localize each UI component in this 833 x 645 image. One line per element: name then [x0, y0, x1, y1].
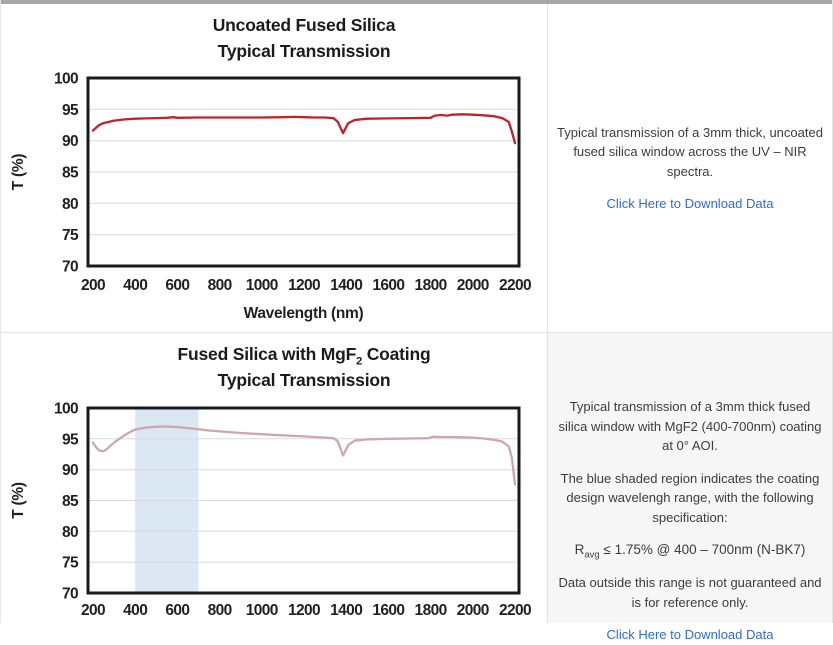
- x-tick-label: 2000: [457, 602, 489, 619]
- plot-border: [86, 406, 521, 595]
- x-tick-label: 2200: [499, 277, 531, 294]
- y-tick-label: 80: [62, 524, 78, 541]
- chart-title-line1-pre: Fused Silica with MgF: [177, 344, 357, 364]
- x-tick-label: 1800: [415, 277, 447, 294]
- y-tick-label: 75: [62, 227, 79, 244]
- chart-title-line1-pre: Uncoated Fused Silica: [212, 15, 396, 35]
- transmission-curve: [91, 425, 517, 486]
- x-tick-label: 200: [81, 602, 105, 619]
- x-tick-label: 2200: [499, 602, 531, 619]
- chart-title-mgf2: Fused Silica with MgF2 Coating Typical T…: [1, 341, 547, 393]
- chart-panel-uncoated: Uncoated Fused Silica Typical Transmissi…: [1, 4, 547, 332]
- x-tick-label: 1600: [372, 277, 404, 294]
- plot-border: [86, 76, 521, 268]
- y-tick-label: 85: [62, 493, 79, 510]
- y-tick-label: 100: [54, 71, 78, 88]
- x-tick-label: 1200: [288, 277, 320, 294]
- row-uncoated: Uncoated Fused Silica Typical Transmissi…: [1, 4, 832, 333]
- transmission-curve: [91, 113, 517, 145]
- x-tick-label: 1200: [288, 602, 320, 619]
- x-tick-label: 1000: [246, 277, 278, 294]
- caption-panel-mgf2: Typical transmission of a 3mm thick fuse…: [547, 333, 832, 642]
- x-axis-title: Wavelength (nm): [244, 305, 364, 322]
- chart-title-line1-sub: 2: [356, 355, 363, 368]
- y-tick-label: 95: [62, 102, 79, 119]
- download-data-link-uncoated[interactable]: Click Here to Download Data: [606, 196, 774, 211]
- caption-para3-mgf2: Data outside this range is not guarantee…: [558, 575, 822, 610]
- spec-post: ≤ 1.75% @ 400 – 700nm (N-BK7): [599, 542, 806, 557]
- spec-pre: R: [574, 542, 585, 557]
- y-tick-label: 100: [54, 401, 78, 418]
- x-tick-label: 600: [165, 602, 189, 619]
- x-tick-label: 1400: [330, 602, 362, 619]
- x-tick-label: 1800: [415, 602, 447, 619]
- x-tick-label: 800: [208, 277, 232, 294]
- chart-title-line1: Fused Silica with MgF2 Coating: [61, 341, 547, 367]
- y-tick-label: 90: [62, 462, 78, 479]
- y-tick-label: 70: [62, 259, 78, 276]
- chart-title-uncoated: Uncoated Fused Silica Typical Transmissi…: [1, 12, 547, 64]
- x-tick-label: 1000: [246, 602, 278, 619]
- spec-sub: avg: [584, 549, 600, 561]
- coating-spec-line: Ravg ≤ 1.75% @ 400 – 700nm (N-BK7): [575, 540, 806, 560]
- caption-para2-mgf2: The blue shaded region indicates the coa…: [560, 470, 820, 525]
- x-tick-label: 2000: [457, 277, 489, 294]
- caption-panel-uncoated: Typical transmission of a 3mm thick, unc…: [547, 4, 832, 332]
- top-border-bar: [1, 0, 832, 4]
- y-tick-label: 70: [62, 586, 78, 603]
- download-data-link-mgf2[interactable]: Click Here to Download Data: [606, 627, 774, 643]
- x-tick-label: 1400: [330, 277, 362, 294]
- y-axis-title: T (%): [10, 154, 27, 191]
- chart-title-line2: Typical Transmission: [217, 41, 391, 61]
- x-tick-label: 800: [208, 602, 232, 619]
- chart-title-line1: Uncoated Fused Silica: [61, 12, 547, 38]
- x-tick-label: 600: [165, 277, 189, 294]
- y-tick-label: 85: [62, 165, 79, 182]
- x-tick-label: 400: [123, 602, 147, 619]
- chart-title-line1-post: Coating: [362, 344, 431, 364]
- y-axis-title: T (%): [10, 482, 27, 519]
- chart-title-line2: Typical Transmission: [217, 370, 391, 390]
- caption-para1-mgf2: Typical transmission of a 3mm thick fuse…: [558, 399, 822, 453]
- y-tick-label: 80: [62, 196, 78, 213]
- row-mgf2: Fused Silica with MgF2 Coating Typical T…: [1, 333, 832, 642]
- x-tick-label: 1600: [372, 602, 404, 619]
- y-tick-label: 75: [62, 555, 79, 572]
- caption-text-uncoated: Typical transmission of a 3mm thick, unc…: [557, 124, 823, 179]
- x-tick-label: 400: [123, 277, 147, 294]
- y-tick-label: 90: [62, 133, 78, 150]
- chart-panel-mgf2: Fused Silica with MgF2 Coating Typical T…: [1, 333, 547, 623]
- x-tick-label: 200: [81, 277, 105, 294]
- y-tick-label: 95: [62, 431, 79, 448]
